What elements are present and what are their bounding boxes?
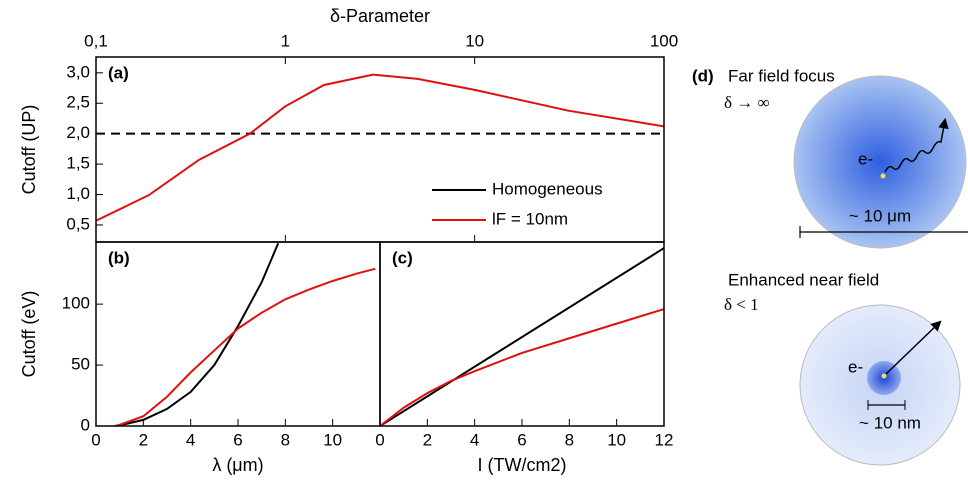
x-axis-label: δ-Parameter: [330, 6, 430, 26]
x-tick-label: 6: [517, 430, 526, 449]
near-condition: δ < 1: [724, 295, 759, 314]
x-tick-label: 8: [281, 430, 290, 449]
x-tick-label: 0: [375, 430, 384, 449]
x-tick-label: 4: [470, 430, 479, 449]
x-axis-label: I (TW/cm2): [478, 455, 567, 475]
plot-frame: [95, 56, 665, 243]
near-title: Enhanced near field: [728, 270, 879, 289]
panel-label: (d): [692, 66, 714, 85]
legend-label: Homogeneous: [492, 179, 603, 198]
y-tick-label: 0: [81, 415, 90, 434]
y-tick-label: 50: [71, 355, 90, 374]
y-axis-label: Cutoff (eV): [19, 291, 39, 378]
panel-label: (b): [108, 248, 130, 267]
y-tick-label: 3,0: [66, 62, 90, 81]
y-tick-label: 100: [62, 294, 90, 313]
y-tick-label: 0,5: [66, 214, 90, 233]
x-tick-label: 10: [607, 430, 626, 449]
electron: [880, 173, 886, 179]
series-line: [96, 73, 664, 222]
panel-d: (d) Far field focus δ → ∞ e- ~ 10 μm Enh…: [692, 66, 968, 466]
plot-frame: [379, 241, 665, 427]
series-line: [380, 247, 664, 426]
y-tick-label: 2,0: [66, 123, 90, 142]
electron-label: e-: [858, 149, 873, 168]
x-tick-label: 0,1: [84, 31, 108, 50]
x-tick-label: 6: [233, 430, 242, 449]
x-tick-label: 4: [186, 430, 195, 449]
series-line: [380, 308, 664, 426]
emission-arrow: [884, 117, 949, 173]
series-line: [114, 267, 376, 426]
y-axis-label: Cutoff (UP): [19, 105, 39, 195]
x-tick-label: 1: [281, 31, 290, 50]
electron: [881, 373, 887, 379]
x-tick-label: 12: [655, 430, 674, 449]
legend-label: lF = 10nm: [492, 209, 568, 228]
panel-label: (a): [108, 63, 129, 82]
x-tick-label: 2: [139, 430, 148, 449]
y-tick-label: 2,5: [66, 93, 90, 112]
x-tick-label: 2: [423, 430, 432, 449]
electron-label: e-: [848, 357, 863, 376]
y-tick-label: 1,5: [66, 154, 90, 173]
x-tick-label: 100: [650, 31, 678, 50]
far-spot: [793, 75, 967, 249]
near-scale: ~ 10 nm: [859, 413, 921, 432]
plot-frame: [95, 241, 381, 427]
x-tick-label: 10: [465, 31, 484, 50]
emission-arrow: [885, 320, 942, 375]
panel-label: (c): [392, 248, 413, 267]
x-axis-label: λ (μm): [212, 455, 263, 475]
x-tick-label: 8: [565, 430, 574, 449]
y-tick-label: 1,0: [66, 184, 90, 203]
far-scale: ~ 10 μm: [849, 206, 911, 225]
far-title: Far field focus: [728, 66, 835, 85]
x-tick-label: 0: [91, 430, 100, 449]
x-tick-label: 10: [323, 430, 342, 449]
series-line: [114, 242, 280, 426]
far-condition: δ → ∞: [724, 93, 770, 112]
